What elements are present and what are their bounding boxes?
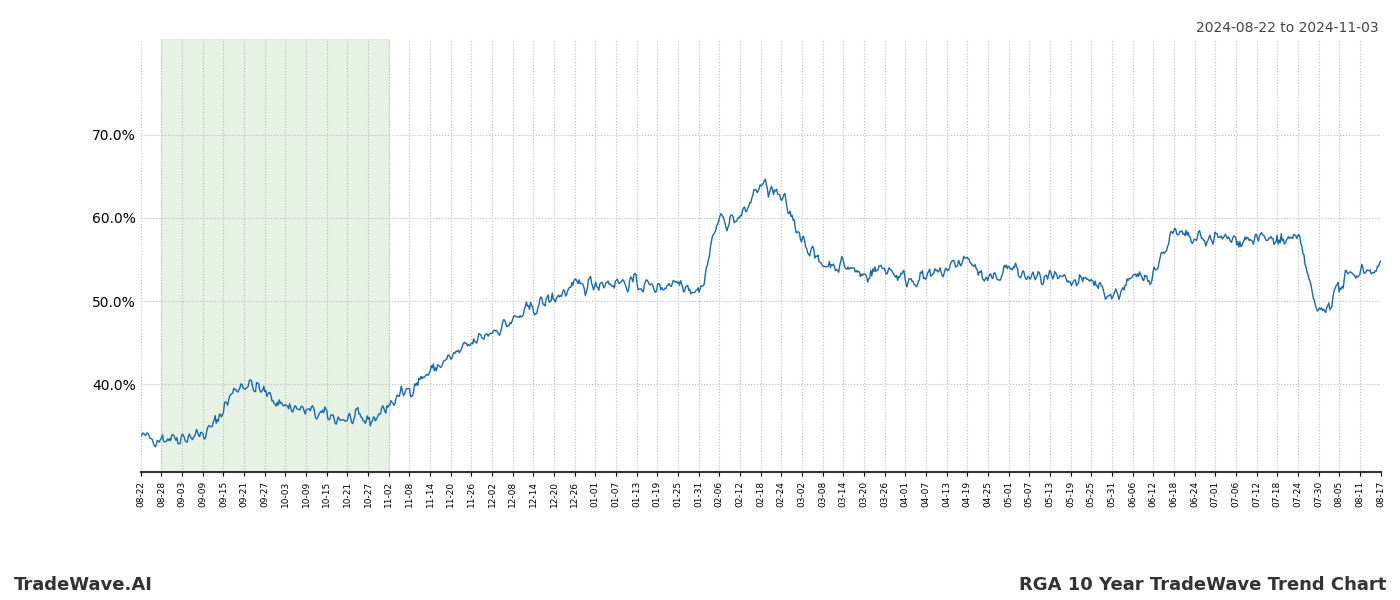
- Bar: [161, 39, 389, 472]
- Text: TradeWave.AI: TradeWave.AI: [14, 576, 153, 594]
- Text: 2024-08-22 to 2024-11-03: 2024-08-22 to 2024-11-03: [1197, 21, 1379, 35]
- Text: RGA 10 Year TradeWave Trend Chart: RGA 10 Year TradeWave Trend Chart: [1019, 576, 1386, 594]
